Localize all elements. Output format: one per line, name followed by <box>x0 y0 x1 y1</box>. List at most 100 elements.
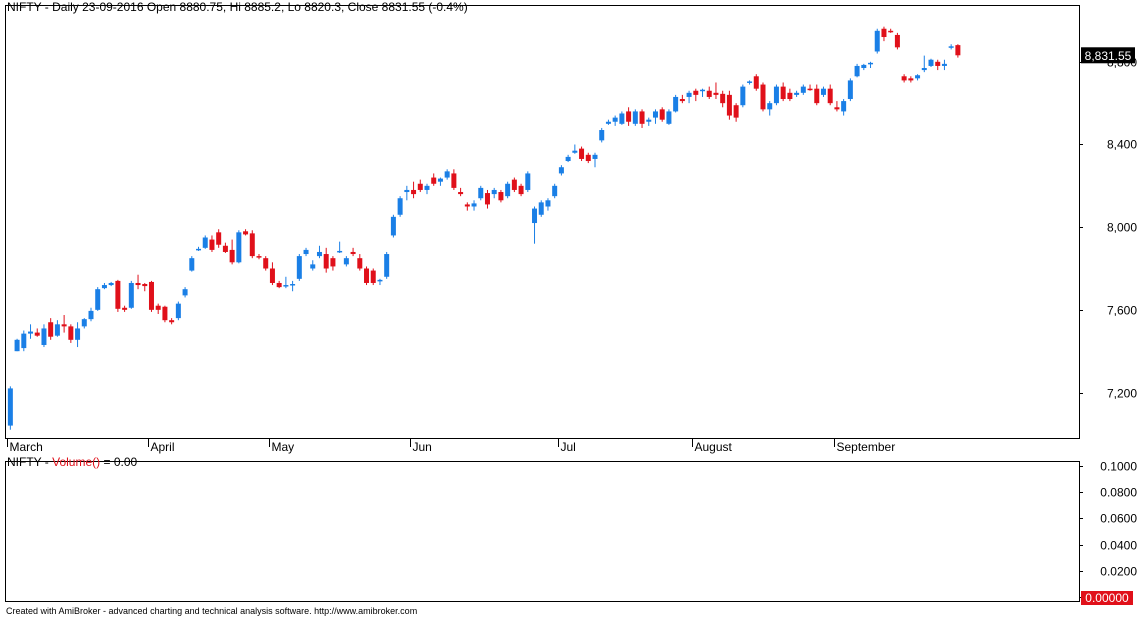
last-volume-label: 0.00000 <box>1085 591 1129 605</box>
candle <box>88 307 94 322</box>
candle <box>451 169 457 190</box>
candle <box>350 247 356 257</box>
candle-body <box>626 111 632 122</box>
candle <box>894 32 900 50</box>
last-price-marker: 8,831.55 <box>1081 47 1135 64</box>
candle-body <box>545 200 551 207</box>
candle <box>189 256 195 272</box>
candle-body <box>397 198 403 215</box>
candle-body <box>478 187 484 199</box>
candle-body <box>310 264 316 269</box>
candle-body <box>652 111 658 118</box>
candle-body <box>807 88 813 91</box>
candle-body <box>767 103 773 110</box>
price-candles <box>7 26 961 430</box>
candle <box>706 86 712 100</box>
candle-body <box>753 76 759 89</box>
candle-body <box>263 258 269 269</box>
candle <box>753 74 759 91</box>
candle-body <box>484 193 490 205</box>
candle <box>390 214 396 238</box>
candle-body <box>511 179 517 190</box>
candle <box>505 181 511 199</box>
price-pane-header: NIFTY - Daily 23-09-2016 Open 8880.75, H… <box>7 0 468 14</box>
candle-body <box>370 270 376 283</box>
candle-body <box>75 328 81 340</box>
candle <box>142 282 148 292</box>
price-x-axis: March April May Jun Jul August September <box>7 438 895 454</box>
candle-body <box>28 331 34 334</box>
candle-body <box>216 232 222 245</box>
candle <box>404 185 410 201</box>
candle-body <box>343 258 349 265</box>
volume-indicator-name: Volume() <box>52 455 101 469</box>
candle <box>61 315 67 333</box>
candle-body <box>894 34 900 48</box>
candle <box>431 173 437 186</box>
candle-body <box>532 208 538 224</box>
last-price-box <box>1081 47 1135 64</box>
candle <box>760 82 766 112</box>
candle-body <box>148 281 154 310</box>
candle <box>202 235 208 249</box>
candle-body <box>249 233 255 257</box>
candle-body <box>794 92 800 95</box>
candle-body <box>115 280 121 309</box>
candle-body <box>888 30 894 33</box>
candle <box>941 59 947 71</box>
candle <box>337 241 343 254</box>
candle-body <box>538 202 544 215</box>
candle <box>558 165 564 176</box>
candle-body <box>296 256 302 279</box>
candle-body <box>518 185 524 195</box>
candle-body <box>276 282 282 288</box>
candle <box>175 301 181 321</box>
candle <box>854 63 860 78</box>
candle <box>370 268 376 286</box>
candle <box>330 256 336 271</box>
candle-body <box>525 173 531 190</box>
candle-body <box>874 30 880 52</box>
candle <box>700 88 706 97</box>
candle <box>626 107 632 126</box>
candle <box>498 189 504 203</box>
candle <box>162 305 168 323</box>
candle <box>364 266 370 286</box>
candle <box>135 274 141 290</box>
candle <box>881 26 887 42</box>
candle <box>605 119 611 125</box>
candle-body <box>417 183 423 190</box>
candle-body <box>142 284 148 287</box>
candle-body <box>612 117 618 122</box>
candle <box>236 230 242 264</box>
candle <box>780 82 786 102</box>
candle-body <box>464 204 470 207</box>
candle-body <box>411 189 417 195</box>
candle <box>182 287 188 298</box>
candle <box>713 82 719 100</box>
candle-body <box>316 251 322 257</box>
candle <box>377 278 383 286</box>
candle <box>34 328 40 337</box>
candle-body <box>747 81 753 83</box>
candle-body <box>444 171 450 178</box>
candle <box>417 179 423 193</box>
candle <box>316 245 322 259</box>
candle <box>639 109 645 128</box>
candle <box>673 94 679 113</box>
candle <box>397 196 403 217</box>
candle-body <box>451 173 457 188</box>
candle-body <box>256 256 262 258</box>
candle-body <box>639 111 645 124</box>
candle <box>834 101 840 112</box>
candle-body <box>21 333 27 349</box>
candle-body <box>34 332 40 336</box>
candle <box>659 107 665 122</box>
candle <box>585 152 591 164</box>
candle <box>283 276 289 289</box>
candle <box>928 58 934 67</box>
candle-body <box>787 92 793 100</box>
candle-body <box>498 192 504 201</box>
volume-y-tick-label: 0.0600 <box>1100 512 1137 526</box>
candle <box>814 84 820 106</box>
